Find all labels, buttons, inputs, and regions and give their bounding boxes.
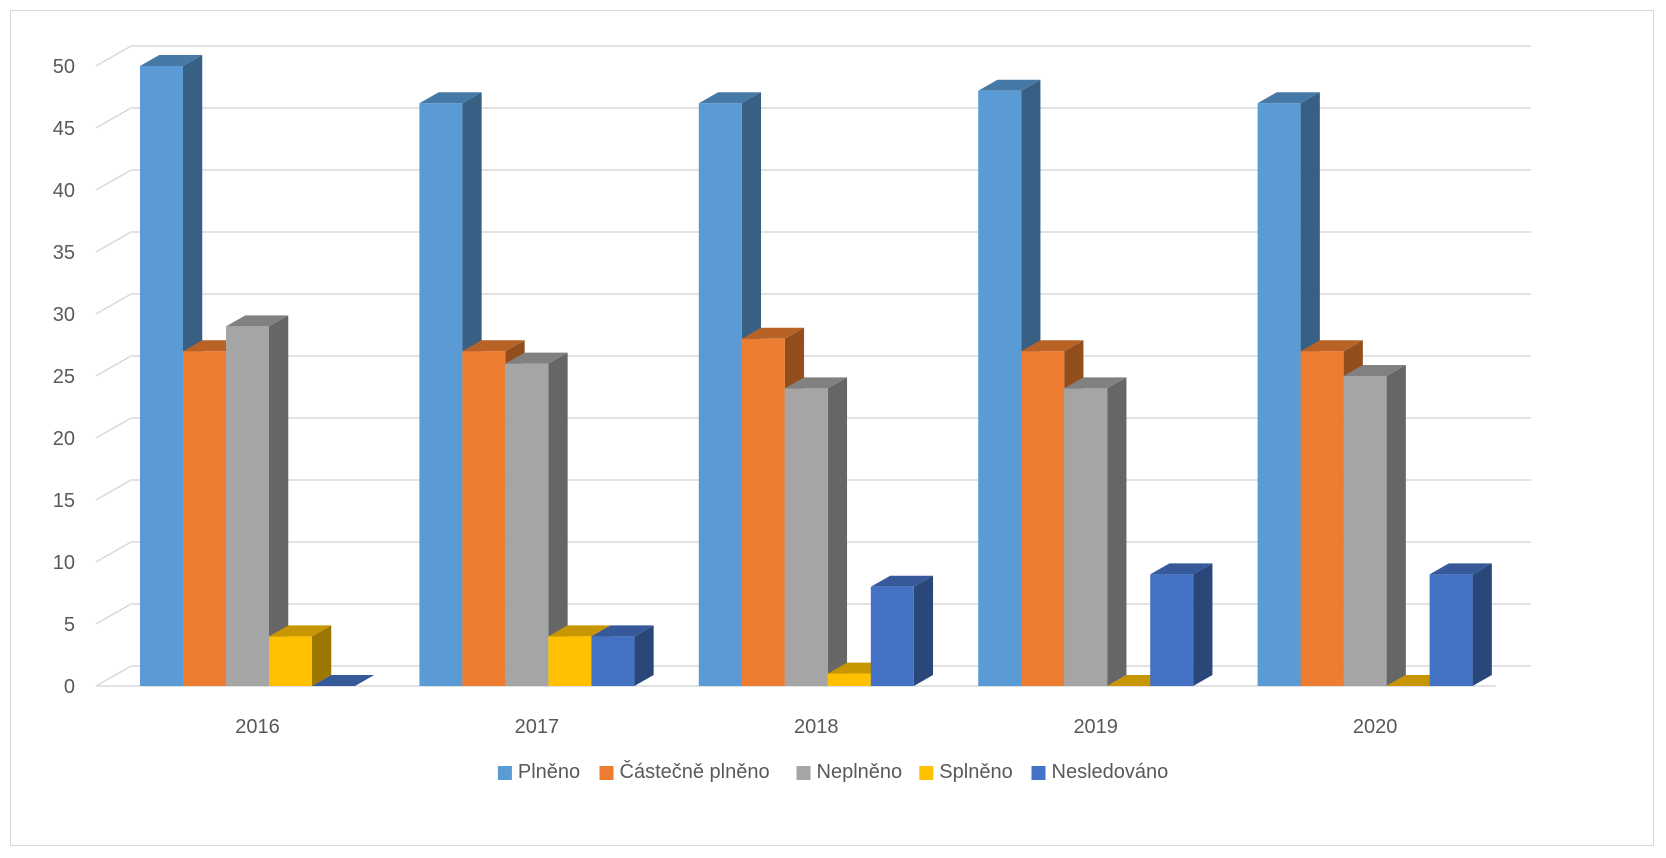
bar-side-face — [1193, 563, 1212, 686]
y-tick-label: 5 — [64, 614, 75, 636]
y-tick-label: 20 — [53, 428, 75, 450]
bar-front-face — [978, 91, 1021, 686]
bar — [785, 377, 847, 686]
bar-front-face — [183, 351, 226, 686]
side-wall-line — [96, 170, 131, 190]
legend-item: Částečně plněno — [600, 760, 770, 783]
bar-chart: 0 5 10 15 20 25 30 35 40 45 50 2016 2017 2018 2019 202… — [11, 11, 1655, 847]
bar — [226, 315, 288, 686]
legend-label: Částečně plněno — [620, 760, 770, 783]
x-axis-ticks: 2016 2017 2018 2019 2020 — [235, 716, 1397, 738]
legend-item: Neplněno — [797, 761, 903, 783]
bar-front-face — [419, 103, 462, 686]
bar — [1430, 563, 1492, 686]
legend-label: Plněno — [518, 761, 580, 783]
legend-swatch — [919, 766, 933, 780]
legend-item: Splněno — [919, 761, 1012, 783]
bar-front-face — [140, 66, 183, 686]
bar-front-face — [462, 351, 505, 686]
x-tick-label: 2016 — [235, 716, 280, 738]
bar-front-face — [828, 674, 871, 686]
side-wall-line — [96, 46, 131, 66]
chart-frame: 0 5 10 15 20 25 30 35 40 45 50 2016 2017 2018 2019 202… — [10, 10, 1654, 846]
bar-front-face — [742, 339, 785, 686]
bar-front-face — [1301, 351, 1344, 686]
side-wall-line — [96, 108, 131, 128]
legend-label: Neplněno — [817, 761, 903, 783]
bar-side-face — [1473, 563, 1492, 686]
legend-swatch — [1032, 766, 1046, 780]
bar-front-face — [269, 636, 312, 686]
bar-side-face — [1107, 377, 1126, 686]
legend-label: Splněno — [939, 761, 1012, 783]
bar — [269, 625, 331, 686]
side-wall-line — [96, 480, 131, 500]
bar-front-face — [1021, 351, 1064, 686]
side-wall-line — [96, 294, 131, 314]
x-tick-label: 2017 — [515, 716, 560, 738]
x-tick-label: 2020 — [1353, 716, 1398, 738]
side-wall-line — [96, 356, 131, 376]
bar-front-face — [1430, 574, 1473, 686]
bar-front-face — [1150, 574, 1193, 686]
bar — [591, 625, 653, 686]
legend: Plněno Částečně plněno Neplněno Splněno Nesl… — [498, 760, 1168, 783]
legend-item: Nesledováno — [1032, 761, 1169, 783]
y-tick-label: 30 — [53, 304, 75, 326]
side-wall-line — [96, 604, 131, 624]
bar-front-face — [699, 103, 742, 686]
legend-label: Nesledováno — [1052, 761, 1169, 783]
y-tick-label: 35 — [53, 242, 75, 264]
bar — [1150, 563, 1212, 686]
bar-front-face — [785, 388, 828, 686]
side-wall-line — [96, 418, 131, 438]
y-tick-label: 40 — [53, 180, 75, 202]
y-tick-label: 15 — [53, 490, 75, 512]
side-wall-line — [96, 232, 131, 252]
legend-swatch — [797, 766, 811, 780]
bar-front-face — [1258, 103, 1301, 686]
x-tick-label: 2018 — [794, 716, 839, 738]
y-tick-label: 0 — [64, 676, 75, 698]
y-tick-label: 45 — [53, 118, 75, 140]
bars — [140, 55, 1492, 686]
bar-side-face — [828, 377, 847, 686]
x-tick-label: 2019 — [1073, 716, 1118, 738]
bar-front-face — [548, 636, 591, 686]
bar — [871, 576, 933, 686]
bar-side-face — [914, 576, 933, 686]
side-wall-line — [96, 542, 131, 562]
bar-side-face — [1387, 365, 1406, 686]
bar-front-face — [505, 364, 548, 686]
legend-swatch — [498, 766, 512, 780]
bar-front-face — [226, 326, 269, 686]
bar-front-face — [591, 636, 634, 686]
y-tick-label: 25 — [53, 366, 75, 388]
y-axis-ticks: 0 5 10 15 20 25 30 35 40 45 50 — [53, 56, 75, 698]
bar — [1064, 377, 1126, 686]
bar-front-face — [1344, 376, 1387, 686]
y-tick-label: 50 — [53, 56, 75, 78]
legend-item: Plněno — [498, 761, 580, 783]
bar — [1344, 365, 1406, 686]
side-wall-line — [96, 666, 131, 686]
bar-front-face — [871, 587, 914, 686]
bar-front-face — [1064, 388, 1107, 686]
legend-swatch — [600, 766, 614, 780]
y-tick-label: 10 — [53, 552, 75, 574]
